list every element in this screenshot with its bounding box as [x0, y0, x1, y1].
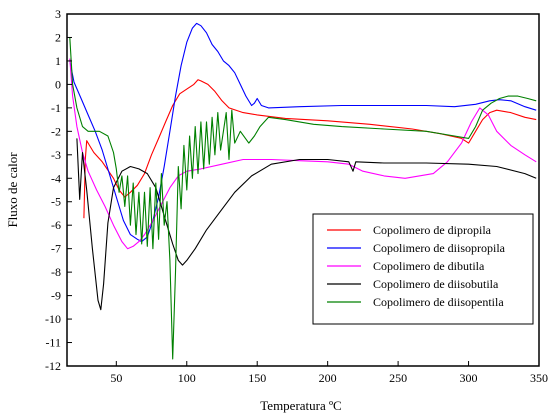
series-line-4 [76, 138, 537, 311]
y-tick-label: 0 [55, 77, 61, 91]
y-tick-label: -1 [51, 101, 61, 115]
x-axis-title: Temperatura ºC [260, 398, 341, 413]
y-tick-label: 3 [55, 7, 61, 21]
legend-label-5: Copolimero de diisopentila [373, 295, 504, 309]
x-tick-label: 250 [389, 371, 407, 385]
y-tick-label: -4 [51, 171, 61, 185]
series-line-5 [69, 37, 537, 360]
legend-box [312, 213, 534, 325]
y-tick-label: -10 [45, 312, 61, 326]
y-tick-label: -2 [51, 124, 61, 138]
y-tick-label: -12 [45, 359, 61, 373]
y-tick-label: -9 [51, 289, 61, 303]
series-line-2 [69, 22, 537, 243]
y-tick-label: -3 [51, 148, 61, 162]
x-tick-label: 50 [110, 371, 122, 385]
plot-area-border [66, 13, 540, 367]
y-tick-label: -5 [51, 195, 61, 209]
legend-label-3: Copolimero de dibutila [373, 259, 485, 273]
series-line-1 [83, 79, 537, 219]
y-tick-label: -8 [51, 265, 61, 279]
y-tick-label: -11 [45, 336, 61, 350]
x-tick-label: 350 [530, 371, 548, 385]
y-tick-label: -6 [51, 218, 61, 232]
legend-label-2: Copolimero de diisopropila [373, 241, 506, 255]
y-axis-title: Fluxo de calor [5, 152, 20, 228]
y-tick-label: 1 [55, 54, 61, 68]
x-tick-label: 100 [178, 371, 196, 385]
y-tick-label: 2 [55, 30, 61, 44]
legend-label-4: Copolimero de diisobutila [373, 277, 499, 291]
x-tick-label: 300 [460, 371, 478, 385]
series-line-3 [69, 58, 537, 250]
legend-label-1: Copolimero de dipropila [373, 223, 492, 237]
x-tick-label: 200 [319, 371, 337, 385]
y-tick-label: -7 [51, 242, 61, 256]
x-tick-label: 150 [248, 371, 266, 385]
